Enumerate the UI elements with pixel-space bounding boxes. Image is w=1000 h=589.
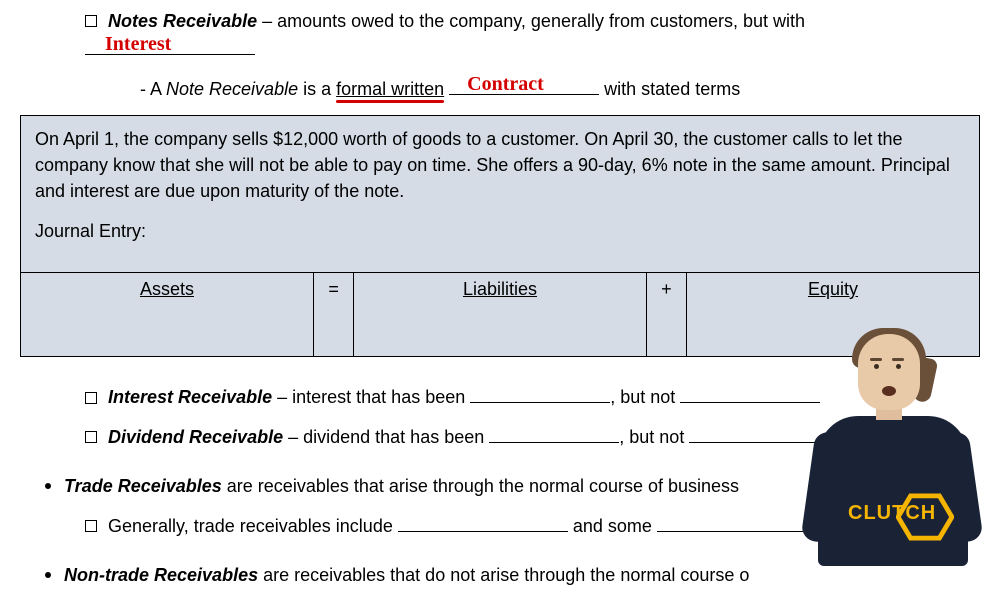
equity-header: Equity (808, 279, 858, 299)
shirt-logo-text: CLUTCH (848, 502, 936, 525)
note-sub-prefix: - A (140, 79, 166, 99)
note-sub-line: - A Note Receivable is a formal written … (20, 75, 980, 103)
col-equals: = (313, 272, 353, 356)
presenter-torso (818, 416, 968, 566)
note-sub-term: Note Receivable (166, 79, 298, 99)
interest-mid: , but not (610, 387, 680, 407)
blank (489, 423, 619, 443)
blank (470, 383, 610, 403)
checkbox-icon (85, 15, 97, 27)
col-assets: Assets (21, 272, 313, 356)
equals-sign: = (328, 279, 339, 299)
presenter-head (858, 334, 920, 410)
nontrade-def: are receivables that do not arise throug… (258, 565, 749, 585)
dividend-def1: dividend that has been (303, 427, 489, 447)
assets-header: Assets (140, 279, 194, 299)
liabilities-header: Liabilities (463, 279, 537, 299)
presenter-figure: CLUTCH (788, 322, 998, 562)
dash: – (272, 387, 292, 407)
checkbox-icon (85, 431, 97, 443)
journal-entry-label: Journal Entry: (35, 218, 965, 244)
presenter-brow (892, 358, 904, 361)
blank-contract: Contract (449, 75, 599, 95)
col-plus: + (646, 272, 686, 356)
note-sub-mid1: is a (298, 79, 336, 99)
presenter-eye (874, 364, 879, 369)
plus-sign: + (661, 279, 672, 299)
handwritten-interest: Interest (105, 29, 171, 59)
problem-text-area: On April 1, the company sells $12,000 wo… (21, 116, 979, 272)
trade-term: Trade Receivables (64, 476, 222, 496)
blank (398, 512, 568, 532)
handwritten-contract: Contract (467, 69, 544, 99)
bullet-icon (45, 572, 51, 578)
note-sub-tail: with stated terms (599, 79, 740, 99)
nontrade-term: Non-trade Receivables (64, 565, 258, 585)
dash: – (257, 11, 277, 31)
presenter-eye (896, 364, 901, 369)
trade-sub-mid: and some (568, 516, 657, 536)
trade-def: are receivables that arise through the n… (222, 476, 739, 496)
interest-def1: interest that has been (292, 387, 470, 407)
interest-receivable-term: Interest Receivable (108, 387, 272, 407)
problem-statement: On April 1, the company sells $12,000 wo… (35, 126, 965, 204)
notes-receivable-def: amounts owed to the company, generally f… (277, 11, 805, 31)
bullet-icon (45, 483, 51, 489)
trade-sub-prefix: Generally, trade receivables include (108, 516, 398, 536)
dividend-mid: , but not (619, 427, 689, 447)
presenter-mouth (882, 386, 896, 396)
formal-written-underlined: formal written (336, 79, 444, 99)
checkbox-icon (85, 520, 97, 532)
col-liabilities: Liabilities (354, 272, 646, 356)
dividend-receivable-term: Dividend Receivable (108, 427, 283, 447)
notes-receivable-line: Notes Receivable – amounts owed to the c… (20, 8, 980, 63)
dash: – (283, 427, 303, 447)
notes-receivable-term: Notes Receivable (108, 11, 257, 31)
presenter-brow (870, 358, 882, 361)
blank-interest: Interest (85, 35, 255, 55)
checkbox-icon (85, 392, 97, 404)
